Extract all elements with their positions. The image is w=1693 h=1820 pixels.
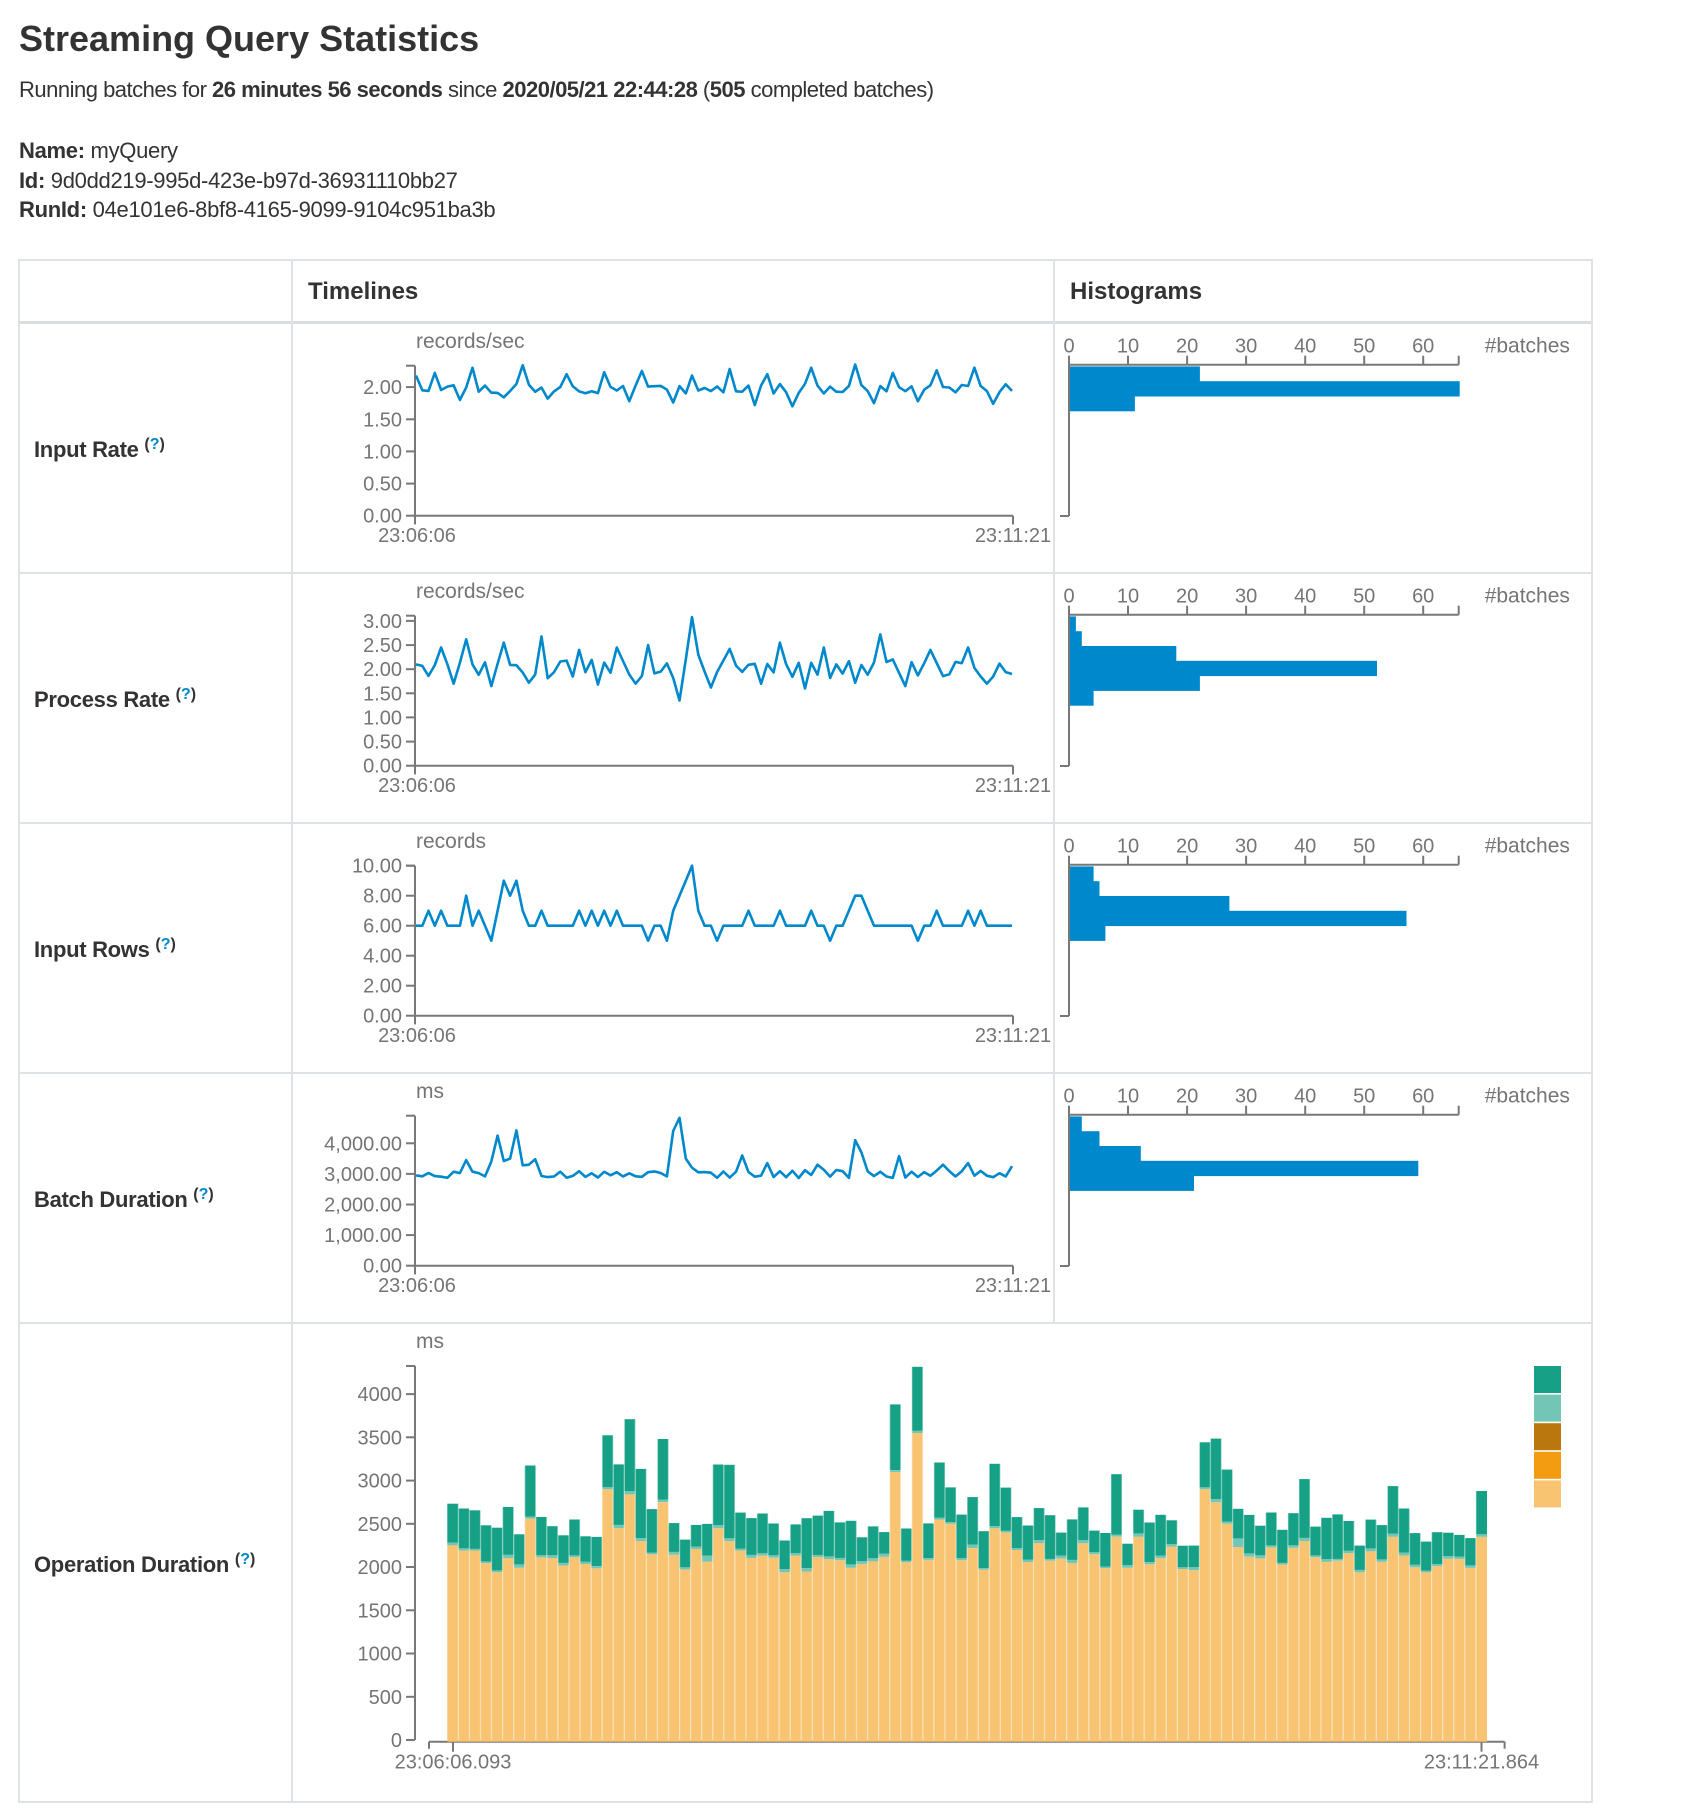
svg-text:0.00: 0.00 xyxy=(363,756,402,778)
svg-text:60: 60 xyxy=(1412,586,1434,608)
svg-text:23:06:06: 23:06:06 xyxy=(378,775,456,797)
svg-text:1,000.00: 1,000.00 xyxy=(324,1225,402,1247)
svg-text:40: 40 xyxy=(1294,336,1316,358)
svg-text:records/sec: records/sec xyxy=(416,330,525,353)
svg-text:23:11:21.864: 23:11:21.864 xyxy=(1424,1752,1539,1774)
svg-text:3500: 3500 xyxy=(358,1427,403,1449)
svg-text:50: 50 xyxy=(1353,1086,1375,1108)
svg-text:8.00: 8.00 xyxy=(363,886,402,908)
svg-text:1000: 1000 xyxy=(358,1644,403,1666)
svg-text:20: 20 xyxy=(1176,836,1198,858)
svg-text:6.00: 6.00 xyxy=(363,916,402,938)
svg-text:ms: ms xyxy=(416,1080,444,1103)
svg-text:records/sec: records/sec xyxy=(416,580,525,603)
svg-text:40: 40 xyxy=(1294,586,1316,608)
svg-text:#batches: #batches xyxy=(1485,335,1570,358)
svg-text:23:11:21: 23:11:21 xyxy=(975,1025,1051,1047)
svg-text:0.00: 0.00 xyxy=(363,506,402,528)
svg-text:23:06:06.093: 23:06:06.093 xyxy=(395,1752,512,1774)
svg-text:#batches: #batches xyxy=(1485,585,1570,608)
svg-text:10: 10 xyxy=(1117,1086,1139,1108)
svg-text:2000: 2000 xyxy=(358,1557,403,1579)
svg-text:0: 0 xyxy=(1063,1086,1074,1108)
svg-text:30: 30 xyxy=(1235,586,1257,608)
svg-text:1.50: 1.50 xyxy=(363,683,402,705)
svg-text:1500: 1500 xyxy=(358,1600,403,1622)
svg-text:0: 0 xyxy=(391,1730,402,1752)
svg-text:0.00: 0.00 xyxy=(363,1256,402,1278)
svg-text:0: 0 xyxy=(1063,586,1074,608)
svg-text:0: 0 xyxy=(1063,836,1074,858)
svg-text:50: 50 xyxy=(1353,586,1375,608)
svg-text:30: 30 xyxy=(1235,336,1257,358)
svg-text:2,000.00: 2,000.00 xyxy=(324,1195,402,1217)
svg-text:0.00: 0.00 xyxy=(363,1006,402,1028)
svg-text:records: records xyxy=(416,830,486,853)
svg-text:#batches: #batches xyxy=(1485,835,1570,858)
svg-text:60: 60 xyxy=(1412,336,1434,358)
svg-text:1.00: 1.00 xyxy=(363,441,402,463)
svg-text:23:06:06: 23:06:06 xyxy=(378,1275,456,1297)
svg-text:0: 0 xyxy=(1063,336,1074,358)
svg-text:40: 40 xyxy=(1294,836,1316,858)
svg-text:2.00: 2.00 xyxy=(363,659,402,681)
svg-text:500: 500 xyxy=(369,1687,402,1709)
svg-text:4,000.00: 4,000.00 xyxy=(324,1133,402,1155)
svg-text:50: 50 xyxy=(1353,336,1375,358)
svg-text:10.00: 10.00 xyxy=(352,856,402,878)
svg-text:23:11:21: 23:11:21 xyxy=(975,525,1051,547)
svg-text:30: 30 xyxy=(1235,836,1257,858)
svg-text:23:06:06: 23:06:06 xyxy=(378,1025,456,1047)
svg-text:10: 10 xyxy=(1117,836,1139,858)
svg-text:1.50: 1.50 xyxy=(363,409,402,431)
svg-text:0.50: 0.50 xyxy=(363,474,402,496)
svg-text:4.00: 4.00 xyxy=(363,946,402,968)
svg-text:20: 20 xyxy=(1176,336,1198,358)
svg-text:#batches: #batches xyxy=(1485,1085,1570,1108)
svg-text:30: 30 xyxy=(1235,1086,1257,1108)
svg-text:60: 60 xyxy=(1412,1086,1434,1108)
svg-text:50: 50 xyxy=(1353,836,1375,858)
svg-text:2.00: 2.00 xyxy=(363,976,402,998)
svg-text:2.50: 2.50 xyxy=(363,635,402,657)
svg-text:20: 20 xyxy=(1176,586,1198,608)
svg-text:10: 10 xyxy=(1117,336,1139,358)
svg-text:2.00: 2.00 xyxy=(363,377,402,399)
svg-text:23:06:06: 23:06:06 xyxy=(378,525,456,547)
svg-text:3000: 3000 xyxy=(358,1471,403,1493)
svg-text:20: 20 xyxy=(1176,1086,1198,1108)
svg-text:10: 10 xyxy=(1117,586,1139,608)
svg-text:0.50: 0.50 xyxy=(363,732,402,754)
svg-text:3,000.00: 3,000.00 xyxy=(324,1164,402,1186)
svg-text:1.00: 1.00 xyxy=(363,707,402,729)
svg-text:23:11:21: 23:11:21 xyxy=(975,775,1051,797)
svg-text:ms: ms xyxy=(416,1330,444,1353)
svg-text:23:11:21: 23:11:21 xyxy=(975,1275,1051,1297)
svg-text:2500: 2500 xyxy=(358,1514,403,1536)
svg-text:4000: 4000 xyxy=(358,1384,403,1406)
svg-text:3.00: 3.00 xyxy=(363,611,402,633)
svg-text:60: 60 xyxy=(1412,836,1434,858)
svg-text:40: 40 xyxy=(1294,1086,1316,1108)
